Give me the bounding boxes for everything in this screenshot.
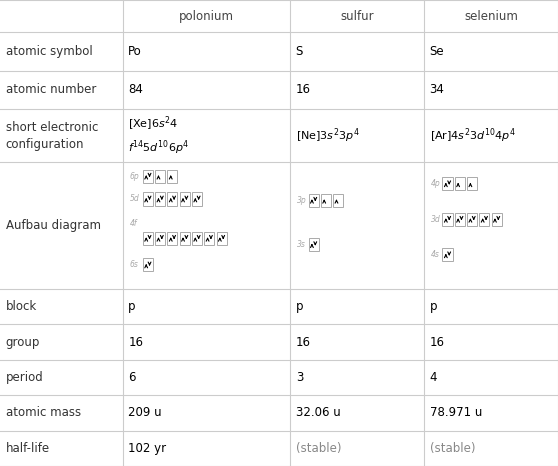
Text: 102 yr: 102 yr [128, 442, 166, 455]
FancyBboxPatch shape [180, 192, 190, 206]
FancyBboxPatch shape [467, 213, 477, 226]
Text: [Ar]4$s^2$3$d^{10}$4$p^4$: [Ar]4$s^2$3$d^{10}$4$p^4$ [430, 126, 516, 145]
FancyBboxPatch shape [309, 194, 319, 207]
FancyBboxPatch shape [180, 232, 190, 245]
FancyBboxPatch shape [143, 232, 153, 245]
Text: 78.971 u: 78.971 u [430, 406, 482, 419]
FancyBboxPatch shape [321, 194, 331, 207]
Text: Po: Po [128, 45, 142, 58]
FancyBboxPatch shape [192, 232, 202, 245]
FancyBboxPatch shape [155, 232, 165, 245]
Text: S: S [296, 45, 303, 58]
Text: p: p [430, 300, 437, 313]
FancyBboxPatch shape [155, 170, 165, 183]
Text: 3s: 3s [297, 240, 306, 249]
Text: 3: 3 [296, 371, 303, 384]
Text: 16: 16 [430, 336, 445, 349]
Text: 3p: 3p [297, 196, 307, 205]
Text: short electronic
configuration: short electronic configuration [6, 121, 98, 151]
FancyBboxPatch shape [492, 213, 502, 226]
Text: atomic symbol: atomic symbol [6, 45, 92, 58]
Text: polonium: polonium [179, 10, 234, 23]
Text: half-life: half-life [6, 442, 50, 455]
FancyBboxPatch shape [192, 192, 202, 206]
Text: 16: 16 [296, 336, 311, 349]
FancyBboxPatch shape [204, 232, 214, 245]
FancyBboxPatch shape [143, 192, 153, 206]
FancyBboxPatch shape [442, 213, 453, 226]
Text: 6s: 6s [130, 260, 139, 269]
Text: 6: 6 [128, 371, 136, 384]
Text: Se: Se [430, 45, 444, 58]
FancyBboxPatch shape [455, 213, 465, 226]
FancyBboxPatch shape [479, 213, 489, 226]
Text: 4s: 4s [431, 250, 440, 259]
Text: atomic number: atomic number [6, 83, 96, 96]
FancyBboxPatch shape [442, 248, 453, 261]
Text: p: p [128, 300, 136, 313]
Text: period: period [6, 371, 44, 384]
Text: 6p: 6p [130, 171, 140, 181]
Text: Aufbau diagram: Aufbau diagram [6, 219, 100, 232]
FancyBboxPatch shape [167, 232, 177, 245]
Text: [Ne]3$s^2$3$p^4$: [Ne]3$s^2$3$p^4$ [296, 126, 359, 145]
FancyBboxPatch shape [217, 232, 227, 245]
Text: 32.06 u: 32.06 u [296, 406, 340, 419]
Text: 4: 4 [430, 371, 437, 384]
Text: 3d: 3d [431, 215, 441, 224]
FancyBboxPatch shape [455, 177, 465, 190]
FancyBboxPatch shape [167, 192, 177, 206]
Text: p: p [296, 300, 303, 313]
FancyBboxPatch shape [467, 177, 477, 190]
Text: 16: 16 [128, 336, 143, 349]
Text: 34: 34 [430, 83, 445, 96]
FancyBboxPatch shape [167, 170, 177, 183]
Text: block: block [6, 300, 37, 313]
Text: (stable): (stable) [430, 442, 475, 455]
Text: group: group [6, 336, 40, 349]
Text: sulfur: sulfur [340, 10, 374, 23]
FancyBboxPatch shape [442, 177, 453, 190]
FancyBboxPatch shape [309, 238, 319, 251]
Text: 84: 84 [128, 83, 143, 96]
Text: atomic mass: atomic mass [6, 406, 81, 419]
Text: 4f: 4f [130, 219, 137, 227]
Text: [Xe]6$s^2$4
$f^{14}$5$d^{10}$6$p^4$: [Xe]6$s^2$4 $f^{14}$5$d^{10}$6$p^4$ [128, 115, 190, 157]
Text: 209 u: 209 u [128, 406, 162, 419]
Text: 4p: 4p [431, 179, 441, 188]
Text: (stable): (stable) [296, 442, 341, 455]
FancyBboxPatch shape [333, 194, 343, 207]
Text: 5d: 5d [130, 194, 140, 204]
Text: 16: 16 [296, 83, 311, 96]
FancyBboxPatch shape [143, 170, 153, 183]
FancyBboxPatch shape [143, 259, 153, 272]
Text: selenium: selenium [464, 10, 518, 23]
FancyBboxPatch shape [155, 192, 165, 206]
